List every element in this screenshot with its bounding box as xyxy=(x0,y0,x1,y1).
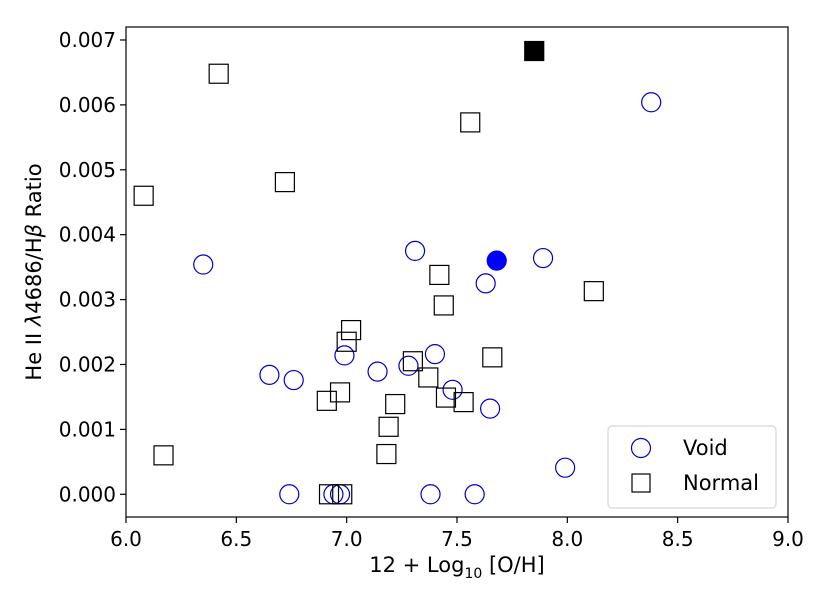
void-point xyxy=(424,343,446,365)
void-point xyxy=(279,484,300,505)
x-tick-label: 7.0 xyxy=(331,527,363,551)
y-tick-label: 0.003 xyxy=(59,288,116,312)
y-tick-label: 0.002 xyxy=(59,352,116,376)
x-tick-label: 7.5 xyxy=(441,527,473,551)
void-point xyxy=(398,355,419,376)
normal-point xyxy=(583,281,604,302)
x-tick-label: 9.0 xyxy=(772,527,804,551)
x-tick-label: 6.5 xyxy=(220,527,252,551)
normal-point xyxy=(340,319,362,341)
y-tick-label: 0.006 xyxy=(59,93,116,117)
normal-point xyxy=(329,382,351,403)
normal-point xyxy=(316,390,337,411)
highlighted-normal-point xyxy=(524,40,545,62)
normal-point xyxy=(378,416,399,437)
axis-ticks: 6.0 6.5 7.0 7.5 8.0 8.5 9.0 0.000 0.001 0.002 0.00… xyxy=(59,28,804,551)
legend-void-marker xyxy=(630,437,652,459)
void-point xyxy=(420,484,441,505)
y-axis-title: He II λ4686/Hβ Ratio xyxy=(22,163,46,380)
y-tick-label: 0.005 xyxy=(59,158,116,182)
highlighted-void-point xyxy=(486,250,507,271)
void-point xyxy=(259,364,280,385)
normal-point xyxy=(453,392,474,413)
void-point xyxy=(334,345,355,366)
x-axis-title: 12 + Log10 [O/H] xyxy=(369,553,544,582)
normal-point xyxy=(153,445,174,466)
void-point xyxy=(442,379,463,400)
x-tick-label: 8.5 xyxy=(662,527,694,551)
void-point xyxy=(480,398,501,419)
normal-point xyxy=(385,393,406,415)
void-point xyxy=(641,92,662,113)
legend-void-label: Void xyxy=(683,436,728,460)
normal-point xyxy=(318,484,340,505)
normal-point xyxy=(133,185,154,206)
void-point xyxy=(475,273,496,294)
y-tick-label: 0.001 xyxy=(59,417,116,441)
void-point xyxy=(532,247,554,269)
void-point xyxy=(193,254,214,275)
y-tick-label: 0.000 xyxy=(59,482,116,506)
normal-point xyxy=(376,443,397,465)
normal-point xyxy=(429,264,450,286)
void-point xyxy=(283,369,304,391)
normal-point xyxy=(435,387,457,408)
legend-normal-marker xyxy=(631,473,651,493)
normal-point xyxy=(418,367,439,388)
y-tick-label: 0.004 xyxy=(59,223,116,247)
data-points xyxy=(133,40,662,505)
normal-point xyxy=(402,351,423,372)
void-point xyxy=(555,457,576,478)
void-point xyxy=(367,361,388,382)
y-tick-label: 0.007 xyxy=(59,28,116,52)
legend: Void Normal xyxy=(607,425,777,509)
normal-point xyxy=(336,331,357,352)
normal-point xyxy=(460,112,481,133)
void-point xyxy=(464,484,485,505)
void-point xyxy=(404,240,426,262)
normal-point xyxy=(482,347,503,368)
normal-point xyxy=(274,172,295,193)
plot-frame xyxy=(125,26,789,518)
x-tick-label: 6.0 xyxy=(110,527,142,551)
x-tick-label: 8.0 xyxy=(551,527,583,551)
normal-point xyxy=(433,295,454,316)
normal-point xyxy=(208,63,229,84)
legend-normal-label: Normal xyxy=(683,471,759,495)
normal-point xyxy=(332,484,353,505)
